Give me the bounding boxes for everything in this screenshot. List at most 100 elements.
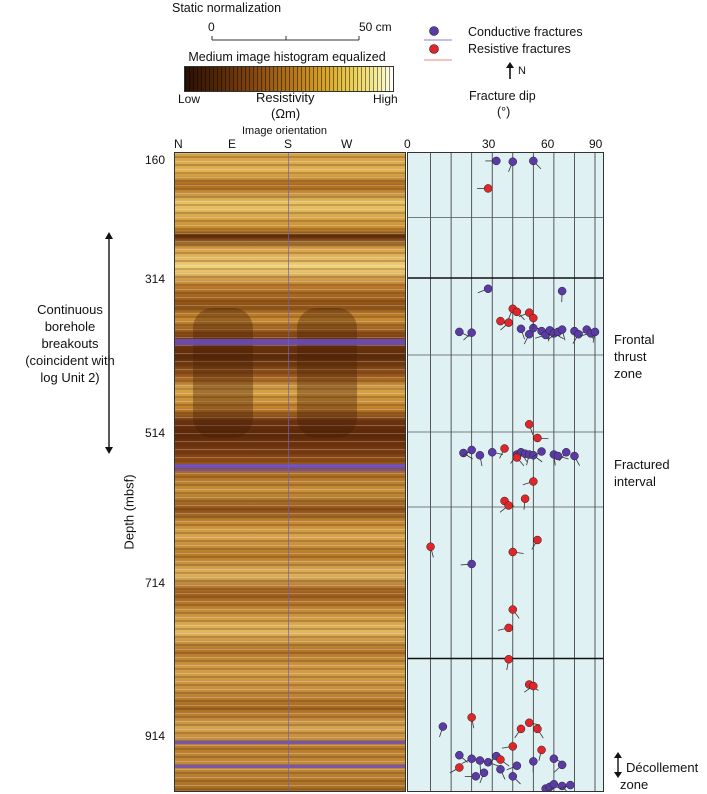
resistive-fracture-point [529, 477, 538, 486]
fracture-dip-panel [407, 152, 604, 792]
azimuth-w: W [341, 137, 353, 151]
resistive-fracture-point [512, 307, 522, 317]
legend-symbols [424, 26, 452, 61]
conductive-fracture-point [570, 451, 579, 461]
azimuth-s: S [284, 137, 293, 151]
legend-conductive-label: Conductive fractures [468, 25, 583, 39]
dip-tick-60: 60 [541, 137, 555, 151]
resistive-fracture-point [455, 763, 464, 772]
resistive-fracture-point [467, 713, 476, 722]
fractured-label-2: interval [614, 474, 656, 489]
azimuth-e: E [228, 137, 237, 151]
conductive-fracture-point [475, 451, 485, 460]
conductive-fracture-point [549, 754, 559, 763]
decollement-label-2: zone [620, 777, 649, 792]
conductive-fracture-point [467, 445, 476, 455]
conductive-fracture-point [487, 448, 497, 457]
legend-resistive-marker [429, 44, 439, 54]
fractured-label-1: Fractured [614, 457, 670, 472]
resistivity-colorbar [184, 66, 394, 92]
conductive-fracture-point [590, 327, 600, 337]
resistive-fracture-point [496, 316, 505, 326]
conductive-fracture-point [557, 760, 567, 770]
scale-max-label: 50 cm [359, 20, 392, 34]
resistive-fracture-point [496, 755, 505, 764]
image-log-panel [174, 152, 406, 792]
conductive-fracture-point [492, 156, 501, 166]
dip-axis-unit: (°) [497, 105, 511, 119]
figure-title: Static normalization [172, 1, 282, 15]
conductive-fracture-point [438, 722, 448, 731]
frontal-label-3: zone [614, 366, 643, 381]
breakout-label-4: (coincident with [25, 353, 115, 368]
image-orientation-label: Image orientation [242, 125, 327, 137]
fracture-dip-plot [408, 153, 603, 791]
colorbar-label: Resistivity [256, 90, 315, 105]
resistive-fracture-point [529, 313, 538, 323]
resistive-fracture-point [508, 742, 518, 751]
resistive-fracture-point [533, 433, 542, 443]
resistive-fracture-point [426, 542, 435, 551]
conductive-fracture-point [557, 286, 567, 296]
conductive-fracture-point [508, 772, 518, 781]
conductive-fracture-point [574, 329, 583, 339]
conductive-fracture-point [529, 757, 538, 766]
dip-axis-title: Fracture dip [469, 89, 536, 103]
legend-resistive-label: Resistive fractures [468, 42, 571, 56]
north-label: N [518, 65, 526, 77]
conductive-fracture-point [529, 156, 538, 166]
dip-tick-0: 0 [404, 137, 411, 151]
resistive-fracture-point [516, 724, 526, 734]
dip-tick-90: 90 [589, 137, 603, 151]
frontal-label-2: thrust [614, 349, 647, 364]
depth-tick-314: 314 [145, 272, 166, 286]
azimuth-n: N [174, 137, 183, 151]
depth-tick-714: 714 [145, 576, 166, 590]
resistivity-image [175, 153, 405, 791]
breakout-label-2: borehole [44, 319, 96, 334]
conductive-fracture-point [512, 761, 522, 771]
decollement-arrow-icon [614, 752, 622, 778]
conductive-fracture-point [471, 772, 481, 781]
decollement-label-1: Décollement [626, 760, 699, 775]
depth-axis-label: Depth (mbsf) [121, 474, 137, 550]
conductive-fracture-point [549, 779, 559, 789]
colorbar-low-label: Low [178, 92, 201, 106]
conductive-fracture-point [553, 451, 563, 461]
conductive-fracture-point [529, 451, 538, 460]
conductive-fracture-point [479, 768, 489, 778]
scale-bar [211, 36, 360, 41]
breakout-label-1: Continuous [37, 302, 103, 317]
north-arrow-icon [506, 62, 514, 79]
conductive-fracture-point [516, 324, 526, 334]
conductive-fracture-point [557, 781, 567, 791]
conductive-fracture-point [557, 325, 567, 334]
resistive-fracture-point [520, 494, 530, 503]
resistive-fracture-point [508, 547, 518, 557]
resistive-fracture-point [483, 184, 493, 193]
conductive-fracture-point [496, 765, 505, 774]
conductive-fracture-point [566, 780, 575, 790]
resistive-fracture-point [504, 655, 513, 664]
resistive-fracture-point [508, 605, 518, 614]
resistive-fracture-point [533, 724, 542, 734]
conductive-fracture-point [508, 157, 518, 166]
resistive-fracture-point [529, 681, 538, 691]
conductive-fracture-point [455, 750, 464, 760]
resistive-fracture-point [504, 623, 513, 633]
depth-tick-914: 914 [145, 729, 166, 743]
breakout-label-3: breakouts [41, 336, 99, 351]
resistive-fracture-point [537, 745, 546, 755]
resistive-fracture-point [504, 318, 513, 327]
frontal-label-1: Frontal [614, 332, 655, 347]
conductive-fracture-point [483, 757, 493, 767]
resistive-fracture-point [533, 535, 542, 545]
colorbar-high-label: High [373, 92, 398, 106]
legend-conductive-marker [429, 26, 439, 36]
depth-tick-514: 514 [145, 426, 166, 440]
resistive-fracture-point [504, 501, 513, 510]
resistive-fracture-point [500, 444, 509, 453]
conductive-fracture-point [524, 329, 534, 339]
conductive-fracture-point [467, 559, 476, 569]
conductive-fracture-point [475, 756, 485, 765]
